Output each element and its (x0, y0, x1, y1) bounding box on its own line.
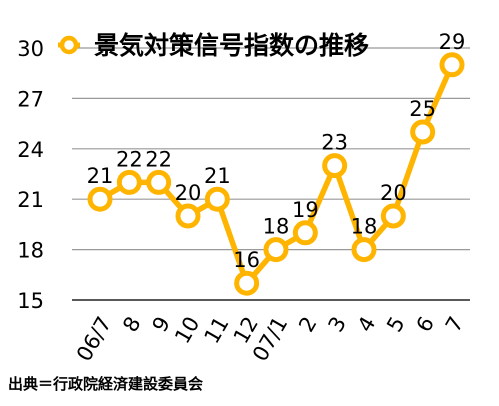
x-tick-label: 5 (382, 313, 409, 337)
x-tick-label: 7 (441, 313, 468, 337)
x-tick-label: 3 (324, 313, 351, 337)
data-point (351, 237, 377, 263)
x-tick-label: 11 (200, 313, 234, 348)
data-label: 29 (439, 30, 466, 54)
data-point (410, 119, 436, 145)
data-point (87, 186, 113, 212)
data-point (146, 169, 172, 195)
data-label: 21 (87, 164, 114, 188)
data-label: 22 (145, 147, 172, 171)
data-label: 20 (175, 181, 202, 205)
y-tick-label: 21 (17, 188, 44, 212)
y-axis-ticks: 15 18 21 24 27 30 (17, 37, 44, 313)
data-point (204, 186, 230, 212)
data-point (263, 237, 289, 263)
x-tick-label: 2 (294, 313, 321, 337)
y-tick-label: 15 (17, 289, 44, 313)
data-label: 21 (204, 164, 231, 188)
data-point (234, 270, 260, 296)
data-label: 23 (321, 131, 348, 155)
data-label: 22 (116, 147, 143, 171)
x-tick-label: 4 (353, 313, 380, 337)
y-tick-label: 24 (17, 138, 44, 162)
y-tick-label: 27 (17, 87, 44, 111)
x-tick-label: 8 (118, 313, 145, 337)
legend-label: 景気対策信号指数の推移 (94, 31, 369, 60)
x-tick-label: 06/7 (72, 313, 116, 366)
data-label: 16 (233, 248, 260, 272)
y-tick-label: 30 (17, 37, 44, 61)
data-point (380, 203, 406, 229)
data-label: 19 (292, 198, 319, 222)
data-label: 25 (409, 97, 436, 121)
x-tick-label: 10 (170, 313, 204, 348)
y-tick-label: 18 (17, 239, 44, 263)
data-point (116, 169, 142, 195)
legend: 景気対策信号指数の推移 (58, 31, 369, 60)
data-label: 18 (263, 215, 290, 239)
data-points (87, 52, 465, 296)
source-note: 出典＝行政院経済建設委員会 (8, 375, 204, 393)
gridlines (72, 47, 470, 301)
data-point (292, 220, 318, 246)
data-point (175, 203, 201, 229)
data-point (322, 153, 348, 179)
data-point (439, 52, 465, 78)
x-tick-label: 6 (412, 313, 439, 337)
legend-marker (59, 35, 79, 55)
data-label: 20 (380, 181, 407, 205)
data-label: 18 (351, 215, 378, 239)
